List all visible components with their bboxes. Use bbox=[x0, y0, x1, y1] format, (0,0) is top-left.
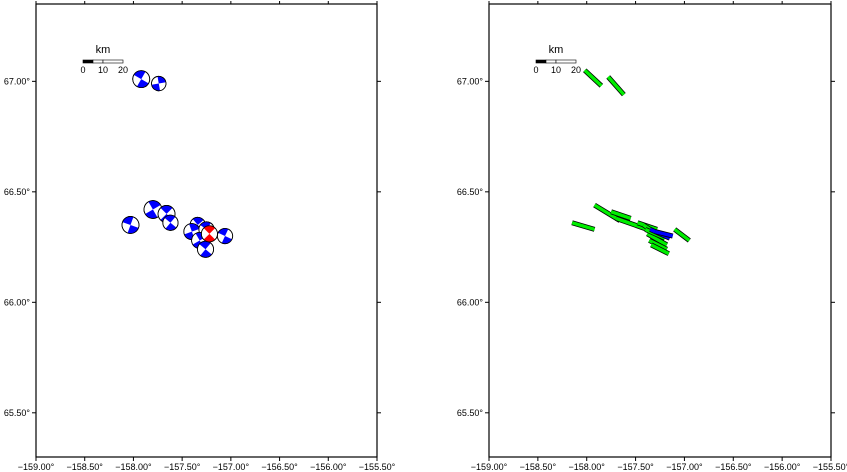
scale-bar-unit: km bbox=[549, 44, 564, 56]
focal-mechanism-beachball bbox=[143, 200, 163, 219]
focal-mechanism-beachball bbox=[197, 240, 215, 258]
y-tick-label: 65.50° bbox=[457, 408, 484, 418]
y-tick-label: 66.00° bbox=[4, 297, 31, 307]
scale-bar-label: 20 bbox=[118, 65, 128, 75]
focal-mechanism-beachball bbox=[132, 70, 151, 89]
scale-bar: km 0 10 20 bbox=[533, 44, 581, 75]
fault-plane-segment bbox=[654, 229, 674, 238]
fault-plane-segment bbox=[615, 216, 648, 231]
focal-mechanism-beachball bbox=[151, 75, 167, 92]
scale-bar-unit: km bbox=[96, 44, 111, 56]
fault-plane-segment bbox=[646, 232, 668, 247]
fault-plane-segment bbox=[648, 238, 668, 251]
focal-mechanism-beachball bbox=[162, 214, 179, 231]
x-tick-label: −157.00° bbox=[213, 462, 250, 472]
scale-bar-label: 10 bbox=[551, 65, 561, 75]
fault-plane-map: −159.00° −158.50° −158.00° −157.50° −157.00°… bbox=[457, 1, 847, 472]
x-tick-label: −158.50° bbox=[67, 462, 104, 472]
x-tick-label: −158.50° bbox=[520, 462, 557, 472]
fault-plane-segment bbox=[593, 203, 621, 223]
x-tick-label: −159.00° bbox=[471, 462, 508, 472]
map-frame bbox=[488, 3, 832, 458]
y-tick-label: 66.50° bbox=[4, 187, 31, 197]
fault-plane-segment bbox=[583, 69, 603, 88]
focal-mechanism-beachball bbox=[216, 227, 234, 245]
x-tick-label: −157.50° bbox=[617, 462, 654, 472]
focal-mechanism-beachball bbox=[200, 225, 218, 243]
scale-bar-label: 0 bbox=[80, 65, 85, 75]
x-tick-label: −156.50° bbox=[261, 462, 298, 472]
x-tick-label: −157.50° bbox=[164, 462, 201, 472]
x-tick-label: −156.50° bbox=[715, 462, 752, 472]
y-tick-label: 66.00° bbox=[457, 297, 484, 307]
fault-plane-segment bbox=[606, 75, 626, 96]
y-tick-label: 65.50° bbox=[4, 408, 31, 418]
x-tick-label: −155.50° bbox=[813, 462, 847, 472]
fault-plane-segment bbox=[610, 210, 632, 220]
y-tick-label: 66.50° bbox=[457, 187, 484, 197]
scale-bar: km 0 10 20 bbox=[80, 44, 128, 75]
y-tick-label: 67.00° bbox=[4, 76, 31, 86]
x-tick-label: −158.00° bbox=[569, 462, 606, 472]
fault-plane-segment bbox=[571, 221, 596, 232]
map-frame bbox=[35, 3, 378, 458]
fault-plane-segment bbox=[673, 228, 691, 242]
y-tick-label: 67.00° bbox=[457, 76, 484, 86]
focal-mechanism-map: −159.00° −158.50° −158.00° −157.50° −157.00°… bbox=[4, 1, 396, 472]
x-tick-label: −156.00° bbox=[310, 462, 347, 472]
x-tick-label: −156.00° bbox=[764, 462, 801, 472]
x-tick-label: −157.00° bbox=[666, 462, 703, 472]
scale-bar-label: 20 bbox=[571, 65, 581, 75]
x-tick-label: −159.00° bbox=[18, 462, 55, 472]
scale-bar-label: 0 bbox=[533, 65, 538, 75]
focal-mechanism-beachball bbox=[121, 216, 140, 234]
scale-bar-label: 10 bbox=[98, 65, 108, 75]
x-tick-label: −155.50° bbox=[359, 462, 396, 472]
x-tick-label: −158.00° bbox=[115, 462, 152, 472]
fault-plane-segment bbox=[650, 243, 670, 256]
